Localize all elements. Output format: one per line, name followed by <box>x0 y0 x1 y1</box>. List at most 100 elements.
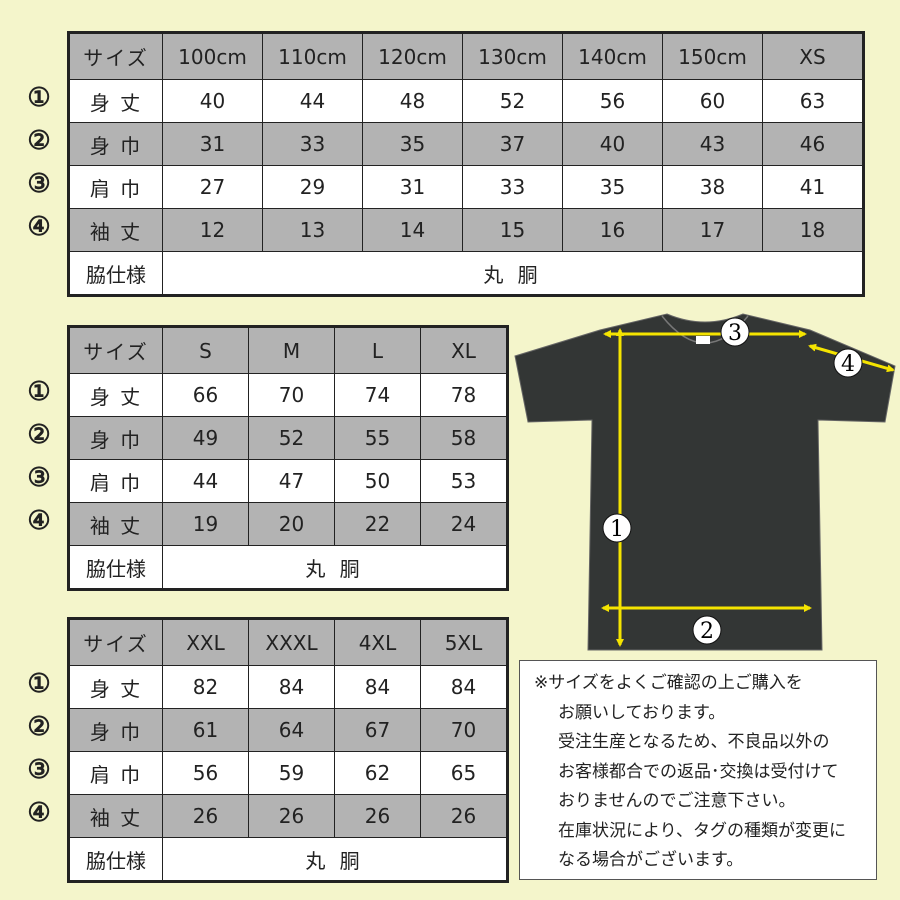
measurement-cell: 29 <box>262 165 363 209</box>
size-column-header: 5XL <box>420 618 508 666</box>
measurement-cell: 60 <box>662 79 763 123</box>
side-spec-value: 丸 胴 <box>162 251 864 296</box>
svg-text:2: 2 <box>700 619 714 644</box>
size-header-label: サイズ <box>68 32 163 80</box>
measurement-cell: 26 <box>420 794 508 838</box>
measurement-cell: 70 <box>420 708 508 752</box>
measurement-cell: 24 <box>420 502 508 546</box>
measurement-cell: 50 <box>334 459 421 503</box>
measurement-cell: 26 <box>334 794 421 838</box>
measurement-cell: 58 <box>420 416 508 460</box>
row-label: 袖 丈 <box>68 794 163 838</box>
size-column-header: XL <box>420 326 508 374</box>
table-row: 袖 丈 19 20 22 24 <box>68 502 508 546</box>
row-label: 身 丈 <box>68 373 163 417</box>
size-column-header: 100cm <box>162 32 263 80</box>
row-label: 肩 巾 <box>68 165 163 209</box>
row-marker-2: ② <box>27 712 51 742</box>
row-marker-3: ③ <box>27 755 51 785</box>
measurement-cell: 40 <box>162 79 263 123</box>
measurement-cell: 35 <box>562 165 663 209</box>
size-column-header: 4XL <box>334 618 421 666</box>
row-label: 身 巾 <box>68 416 163 460</box>
row-label: 袖 丈 <box>68 208 163 252</box>
size-header-label: サイズ <box>68 326 163 374</box>
side-spec-value: 丸 胴 <box>162 837 508 882</box>
measurement-cell: 64 <box>248 708 335 752</box>
notice-line: お願いしております。 <box>558 702 726 723</box>
notice-box: ※サイズをよくご確認の上ご購入を お願いしております。 受注生産となるため、不良品以… <box>519 660 877 880</box>
row-marker-1: ① <box>27 83 51 113</box>
size-column-header: 130cm <box>462 32 563 80</box>
measurement-cell: 62 <box>334 751 421 795</box>
row-label: 身 丈 <box>68 665 163 709</box>
diagram-label-2: 2 <box>692 615 722 645</box>
measurement-cell: 17 <box>662 208 763 252</box>
notice-line: おりませんのでご注意下さい。 <box>558 791 796 811</box>
measurement-cell: 43 <box>662 122 763 166</box>
row-marker-1: ① <box>27 377 51 407</box>
size-column-header: XXL <box>162 618 249 666</box>
table-row: 身 巾 31 33 35 37 40 43 46 <box>68 122 864 166</box>
side-spec-label: 脇仕様 <box>68 251 163 296</box>
row-marker-2: ② <box>27 126 51 156</box>
size-column-header: 140cm <box>562 32 663 80</box>
measurement-cell: 26 <box>162 794 249 838</box>
side-spec-row: 脇仕様丸 胴 <box>68 251 864 296</box>
row-marker-4: ④ <box>27 506 51 536</box>
size-table-2: サイズ S M L XL 身 丈 66 70 74 78 身 巾 49 52 55 58 肩 巾 44 47 50 5… <box>67 325 509 591</box>
size-column-header: L <box>334 326 421 374</box>
diagram-label-3: 3 <box>720 317 750 347</box>
measurement-cell: 52 <box>462 79 563 123</box>
measurement-cell: 84 <box>420 665 508 709</box>
measurement-cell: 49 <box>162 416 249 460</box>
measurement-cell: 31 <box>162 122 263 166</box>
row-label: 袖 丈 <box>68 502 163 546</box>
measurement-cell: 61 <box>162 708 249 752</box>
table-row: 身 丈 82 84 84 84 <box>68 665 508 709</box>
measurement-cell: 67 <box>334 708 421 752</box>
measurement-cell: 46 <box>762 122 864 166</box>
row-label: 身 巾 <box>68 708 163 752</box>
measurement-cell: 37 <box>462 122 563 166</box>
row-marker-4: ④ <box>27 212 51 242</box>
svg-text:4: 4 <box>841 352 855 377</box>
notice-line: 在庫状況により、タグの種類が変更に <box>558 820 846 841</box>
side-spec-label: 脇仕様 <box>68 837 163 882</box>
measurement-cell: 35 <box>362 122 463 166</box>
row-marker-2: ② <box>27 420 51 450</box>
row-marker-1: ① <box>27 669 51 699</box>
measurement-cell: 78 <box>420 373 508 417</box>
size-column-header: 110cm <box>262 32 363 80</box>
side-spec-value: 丸 胴 <box>162 545 508 590</box>
measurement-cell: 13 <box>262 208 363 252</box>
row-label: 肩 巾 <box>68 751 163 795</box>
size-table-1: サイズ 100cm 110cm 120cm 130cm 140cm 150cm XS 身 丈 40… <box>67 31 865 297</box>
size-table-3: サイズ XXL XXXL 4XL 5XL 身 丈 82 84 84 84 身 巾 61 64 67 70 肩 … <box>67 617 509 883</box>
size-column-header: 120cm <box>362 32 463 80</box>
table-row: 身 丈 66 70 74 78 <box>68 373 508 417</box>
measurement-cell: 65 <box>420 751 508 795</box>
measurement-cell: 41 <box>762 165 864 209</box>
table-row: 身 丈 40 44 48 52 56 60 63 <box>68 79 864 123</box>
tshirt-measurement-diagram: 1 2 3 4 <box>514 313 896 651</box>
measurement-cell: 70 <box>248 373 335 417</box>
measurement-cell: 18 <box>762 208 864 252</box>
measurement-cell: 44 <box>262 79 363 123</box>
size-column-header: M <box>248 326 335 374</box>
size-column-header: XS <box>762 32 864 80</box>
measurement-cell: 84 <box>334 665 421 709</box>
measurement-cell: 63 <box>762 79 864 123</box>
notice-line: 受注生産となるため、不良品以外の <box>558 732 830 752</box>
row-marker-3: ③ <box>27 463 51 493</box>
measurement-cell: 82 <box>162 665 249 709</box>
tag-icon <box>696 336 710 344</box>
measurement-cell: 27 <box>162 165 263 209</box>
notice-line: なる場合がございます。 <box>558 850 744 870</box>
row-marker-3: ③ <box>27 169 51 199</box>
row-label: 身 丈 <box>68 79 163 123</box>
measurement-cell: 26 <box>248 794 335 838</box>
side-spec-label: 脇仕様 <box>68 545 163 590</box>
measurement-cell: 16 <box>562 208 663 252</box>
table-row: 袖 丈 12 13 14 15 16 17 18 <box>68 208 864 252</box>
